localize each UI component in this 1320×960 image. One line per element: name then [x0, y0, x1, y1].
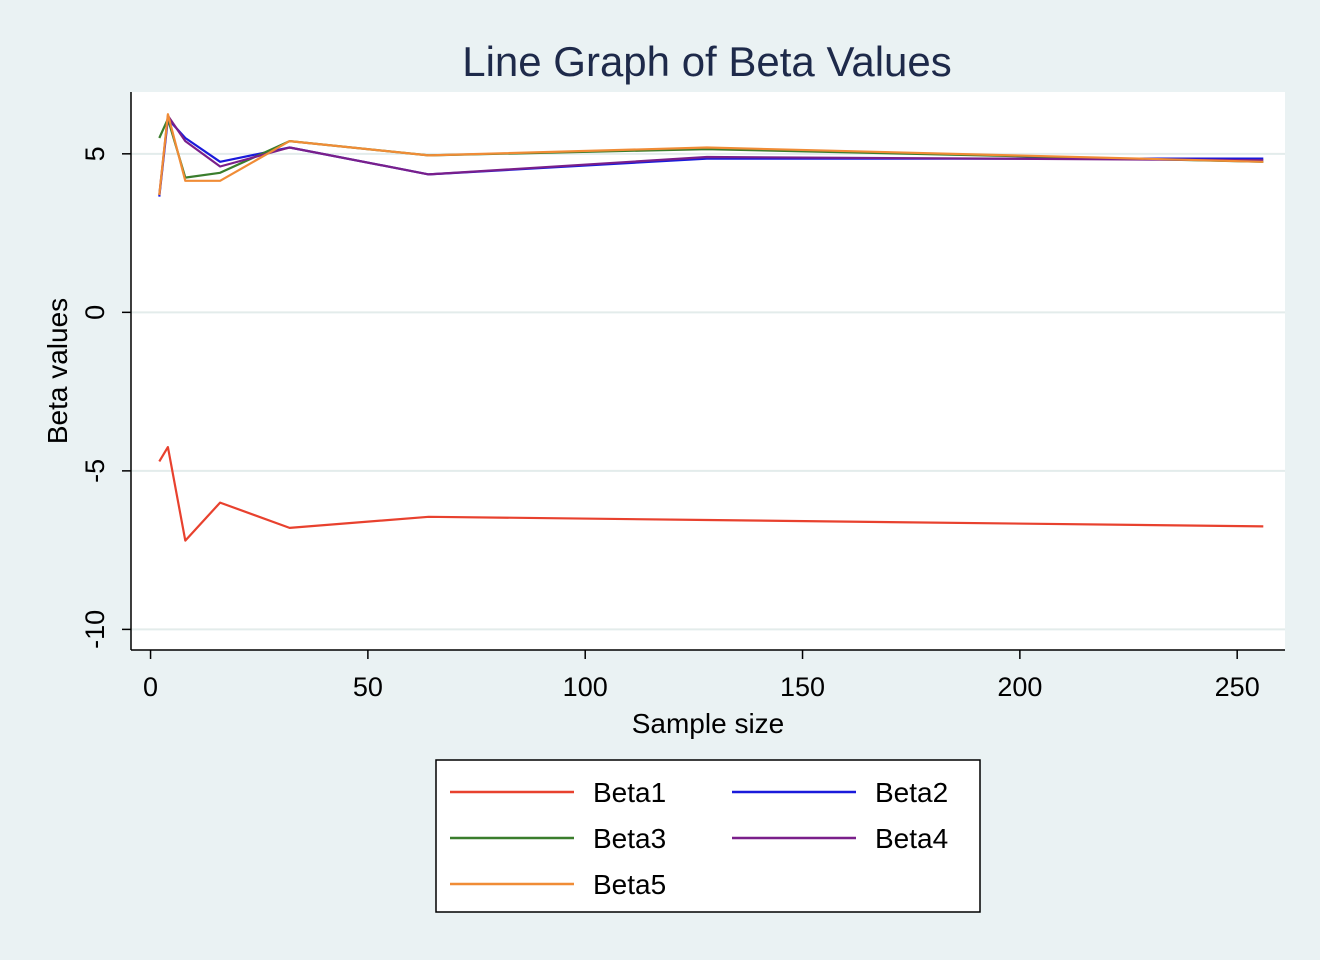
- chart-title: Line Graph of Beta Values: [462, 38, 952, 85]
- series-line-beta4: [158, 114, 1264, 196]
- legend-label: Beta2: [875, 777, 948, 808]
- x-tick-label: 50: [353, 672, 383, 702]
- series-line-beta5: [158, 113, 1264, 196]
- plot-area: [131, 92, 1285, 650]
- y-tick-label: -10: [80, 610, 110, 649]
- legend: Beta1 Beta2 Beta3 Beta4 Beta5: [435, 759, 981, 913]
- y-tick-label: 5: [80, 146, 110, 161]
- legend-item-beta3: Beta3: [450, 823, 666, 854]
- x-tick-label: 250: [1215, 672, 1260, 702]
- legend-item-beta1: Beta1: [450, 777, 666, 808]
- x-tick-label: 200: [997, 672, 1042, 702]
- x-tick-label: 100: [563, 672, 608, 702]
- legend-item-beta2: Beta2: [732, 777, 948, 808]
- legend-label: Beta3: [593, 823, 666, 854]
- x-axis-label: Sample size: [632, 708, 785, 739]
- legend-label: Beta5: [593, 869, 666, 900]
- legend-label: Beta1: [593, 777, 666, 808]
- legend-box: [435, 759, 981, 913]
- y-tick-label: -5: [80, 459, 110, 483]
- legend-item-beta4: Beta4: [732, 823, 948, 854]
- legend-item-beta5: Beta5: [450, 869, 666, 900]
- y-tick-label: 0: [80, 305, 110, 320]
- legend-label: Beta4: [875, 823, 948, 854]
- y-axis-ticks: -10 -5 0 5: [80, 146, 131, 649]
- y-axis-label: Beta values: [42, 298, 73, 444]
- x-tick-label: 0: [143, 672, 158, 702]
- x-axis-ticks: 0 50 100 150 200 250: [143, 650, 1260, 702]
- x-tick-label: 150: [780, 672, 825, 702]
- series-line-beta1: [158, 446, 1264, 542]
- series-lines: [158, 113, 1264, 542]
